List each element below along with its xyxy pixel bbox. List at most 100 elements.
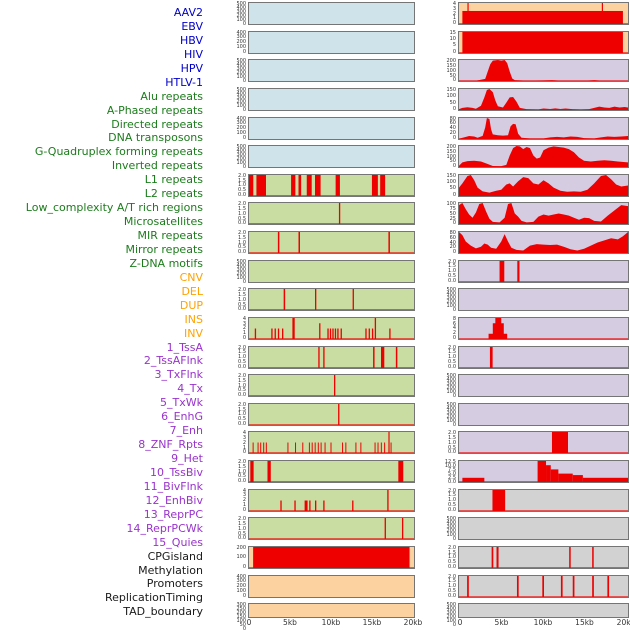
track-row-9-het: 500 400 300 200 100 0 [431,286,629,315]
y-axis-tick-label: 3 [242,320,246,327]
y-axis-tick-label: 0.0 [238,478,246,484]
track-signal [249,375,414,397]
y-axis-tick-label: 1.0 [448,554,456,561]
y-axis-tick-label: 1.0 [448,583,456,589]
y-axis-tick-label: 0.0 [448,363,456,370]
y-axis-tick-label: 2.0 [238,287,246,294]
y-axis-tick-label: 1.5 [238,177,246,184]
y-axis-tick-label: 1.0 [238,382,246,389]
x-axis-tick-label: 15kb [362,618,382,627]
track-signal [249,60,414,81]
y-axis-tick-label: 6 [452,320,456,327]
track-row-1-tssa: 200 150 100 50 0 [431,57,629,86]
track-label-hbv: HBV [179,33,203,47]
track-row-3-txflnk: 80 60 40 20 0 [431,115,629,144]
track-plot-promoters [458,545,629,569]
y-axis-tick-label: 1.0 [448,354,456,360]
track-label-mir-repeats: MIR repeats [137,229,203,242]
track-label-del: DEL [181,284,203,298]
y-axis-tick-label: 200 [446,144,456,151]
y-axis-tick-label: 400 [446,520,456,527]
track-signal [459,174,628,196]
track-row-a-phased-repeats: 2.0 1.5 1.0 0.5 0.0 [221,200,415,229]
y-axis-tick-label: 0 [452,334,456,341]
y-axis-tick-label: 100 [446,532,456,539]
y-axis-ticks: 2.0 1.5 1.0 0.5 0.0 [221,202,248,226]
y-axis-tick-label: 0 [452,249,456,255]
track-row-hbv: 500 400 300 200 100 0 [221,57,415,86]
track-plot-alu-repeats [248,173,415,197]
track-label-l2-repeats: L2 repeats [144,187,203,201]
charts-column-left: 500 400 300 200 100 0 400 300 200 100 0 500 400 300 20… [221,0,415,630]
track-row-alu-repeats: 2.0 1.5 1.0 0.5 0.0 [221,172,415,201]
track-signal [459,117,628,139]
y-axis-tick-label: 100 [236,554,246,561]
track-row-2-tssaflnk: 150 100 50 0 [431,86,629,115]
y-axis-tick-label: 2.0 [448,258,456,265]
y-axis-tick-label: 1.5 [238,521,246,527]
track-signal [249,174,414,196]
y-axis-tick-label: 2.0 [238,344,246,351]
x-axis-tick-label: 15kb [575,618,594,627]
y-axis-ticks: 500 400 300 200 100 0 [431,402,458,427]
track-label-cpgisland: CPGisland [147,549,203,563]
y-axis-tick-label: 8 [452,315,456,322]
y-axis-tick-label: 200 [236,39,246,46]
track-label-g-quadruplex-forming-repeats: G-Quadruplex forming repeats [34,145,203,159]
y-axis-tick-label: 50 [239,622,246,629]
y-axis-ticks: 80 60 40 20 0 [431,231,458,255]
track-signal [249,146,414,167]
track-signal [249,118,414,139]
track-signal [459,232,628,253]
y-axis-tick-label: 1.5 [238,406,246,413]
y-axis-tick-label: 300 [236,94,246,101]
y-axis-tick-label: 0 [242,21,246,27]
track-row-dna-transposons: 500 400 300 200 100 0 [221,258,415,287]
y-axis-tick-label: 0 [242,48,246,55]
track-plot-l2-repeats [248,374,415,398]
y-axis-tick-label: 0 [242,592,246,599]
y-axis-tick-label: 200 [446,299,456,306]
track-label-microsatellites: Microsatellites [123,215,203,229]
track-label-ins: INS [184,312,203,326]
y-axis-tick-label: 1.5 [448,349,456,356]
track-plot-methylation [458,517,629,541]
track-label-alu-repeats: Alu repeats [140,89,203,103]
track-plot-4-tx [458,145,629,169]
y-axis-tick-label: 40 [449,239,456,246]
y-axis-tick-label: 2.0 [238,459,246,465]
y-axis-tick-label: 2.0 [448,344,456,351]
y-axis-ticks: 2.0 1.5 1.0 0.5 0.0 [221,517,248,541]
track-row-12-enhbiv: 500 400 300 200 100 0 [431,372,629,401]
y-axis-tick-label: 7.5 [448,467,456,473]
track-plot-10-tssbiv [458,316,629,340]
track-label-2-tssaflnk: 2_TssAFlnk [143,354,203,368]
track-plot-1-tssa [458,59,629,83]
y-axis-tick-label: 0.5 [238,416,246,422]
y-axis-ticks: 400 300 200 100 0 [221,574,248,599]
y-axis-tick-label: 500 [446,516,456,523]
y-axis-ticks: 2.0 1.5 1.0 0.5 0.0 [431,431,458,455]
y-axis-tick-label: 100 [446,93,456,100]
y-axis-tick-label: 0 [452,191,456,198]
y-axis-tick-label: 100 [236,17,246,23]
track-row-inv: 15 10 5 0 [431,29,629,58]
track-plot-microsatellites [248,431,415,455]
track-plot-14-reprpcwk [458,431,629,455]
y-axis-ticks: 200 150 100 50 0 [431,59,458,83]
y-axis-tick-label: 0.0 [238,249,246,255]
track-signal [459,432,628,454]
y-axis-ticks: 2.0 1.5 1.0 0.5 0.0 [431,574,458,598]
y-axis-tick-label: 400 [236,29,246,36]
track-plot-13-reprpc [458,402,629,426]
track-signal [249,546,414,568]
track-plot-htlv-1 [248,145,415,169]
track-signal [459,546,628,568]
track-signal [459,146,628,168]
y-axis-tick-label: 300 [236,602,246,609]
track-plot-inv [458,30,629,54]
